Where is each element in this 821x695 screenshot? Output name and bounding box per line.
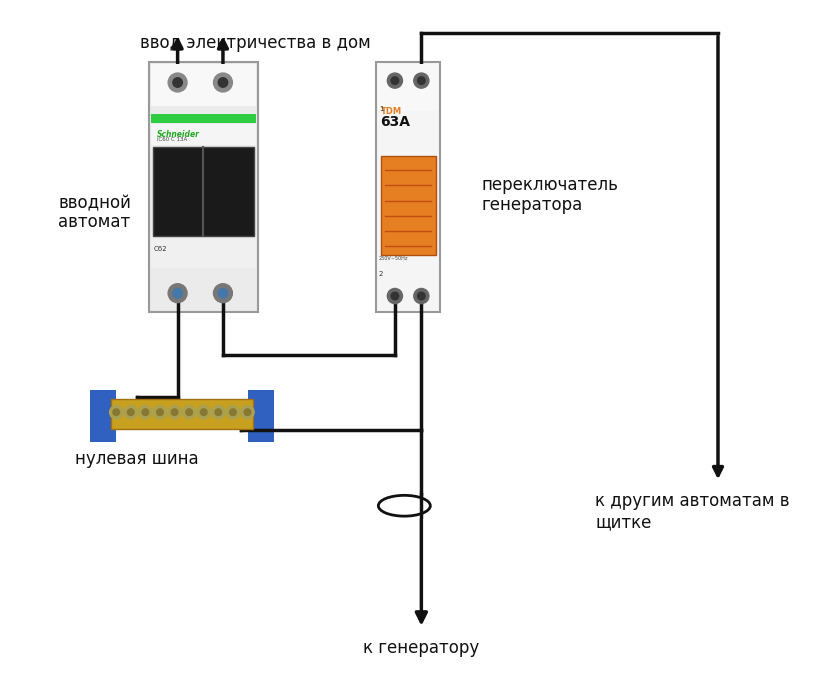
Text: TDM: TDM bbox=[381, 106, 401, 115]
Circle shape bbox=[127, 409, 134, 416]
Circle shape bbox=[418, 292, 425, 300]
Circle shape bbox=[213, 73, 232, 92]
Circle shape bbox=[113, 409, 120, 416]
Bar bbox=[89, 389, 117, 443]
Bar bbox=[151, 114, 256, 123]
Circle shape bbox=[172, 409, 178, 416]
Circle shape bbox=[388, 288, 402, 304]
Bar bbox=[151, 124, 256, 145]
Circle shape bbox=[173, 78, 182, 88]
Circle shape bbox=[391, 77, 399, 84]
Circle shape bbox=[212, 406, 225, 419]
Circle shape bbox=[215, 409, 222, 416]
Circle shape bbox=[168, 73, 187, 92]
Text: 63A: 63A bbox=[380, 115, 410, 129]
Text: 250V~50Hz: 250V~50Hz bbox=[378, 256, 408, 261]
Text: iC60 C 13A: iC60 C 13A bbox=[157, 138, 187, 142]
Text: нулевая шина: нулевая шина bbox=[76, 450, 199, 468]
Circle shape bbox=[154, 406, 167, 419]
Circle shape bbox=[388, 73, 402, 88]
Circle shape bbox=[173, 288, 182, 298]
Circle shape bbox=[227, 406, 240, 419]
Bar bbox=[151, 239, 256, 268]
Circle shape bbox=[139, 406, 152, 419]
Text: вводной: вводной bbox=[58, 195, 131, 213]
Bar bbox=[111, 399, 253, 430]
Bar bbox=[376, 62, 440, 312]
Circle shape bbox=[414, 73, 429, 88]
Bar bbox=[378, 64, 438, 111]
Text: 1: 1 bbox=[378, 106, 383, 112]
Text: 2: 2 bbox=[378, 271, 383, 277]
Circle shape bbox=[418, 77, 425, 84]
Text: C62: C62 bbox=[154, 245, 167, 252]
Circle shape bbox=[244, 409, 251, 416]
Text: переключатель: переключатель bbox=[482, 176, 619, 193]
Circle shape bbox=[109, 406, 123, 419]
Circle shape bbox=[182, 406, 195, 419]
Bar bbox=[381, 156, 435, 255]
Text: генератора: генератора bbox=[482, 196, 583, 214]
Ellipse shape bbox=[378, 496, 430, 516]
Text: автомат: автомат bbox=[58, 213, 131, 231]
Text: к генератору: к генератору bbox=[363, 639, 479, 657]
Circle shape bbox=[230, 409, 236, 416]
Bar bbox=[151, 64, 256, 106]
Circle shape bbox=[142, 409, 149, 416]
Text: к другим автоматам в: к другим автоматам в bbox=[595, 492, 790, 510]
Bar bbox=[149, 62, 258, 312]
Text: щитке: щитке bbox=[595, 513, 652, 531]
Circle shape bbox=[186, 409, 192, 416]
Bar bbox=[247, 389, 274, 443]
Text: Schneider: Schneider bbox=[157, 130, 200, 139]
Circle shape bbox=[168, 406, 181, 419]
Circle shape bbox=[391, 292, 399, 300]
Circle shape bbox=[124, 406, 137, 419]
Circle shape bbox=[218, 288, 227, 298]
Circle shape bbox=[218, 78, 227, 88]
Bar bbox=[153, 147, 255, 236]
Circle shape bbox=[157, 409, 163, 416]
Text: ввод электричества в дом: ввод электричества в дом bbox=[140, 34, 370, 52]
Circle shape bbox=[197, 406, 210, 419]
Circle shape bbox=[241, 406, 255, 419]
Circle shape bbox=[414, 288, 429, 304]
Circle shape bbox=[168, 284, 187, 302]
Circle shape bbox=[213, 284, 232, 302]
Circle shape bbox=[200, 409, 207, 416]
